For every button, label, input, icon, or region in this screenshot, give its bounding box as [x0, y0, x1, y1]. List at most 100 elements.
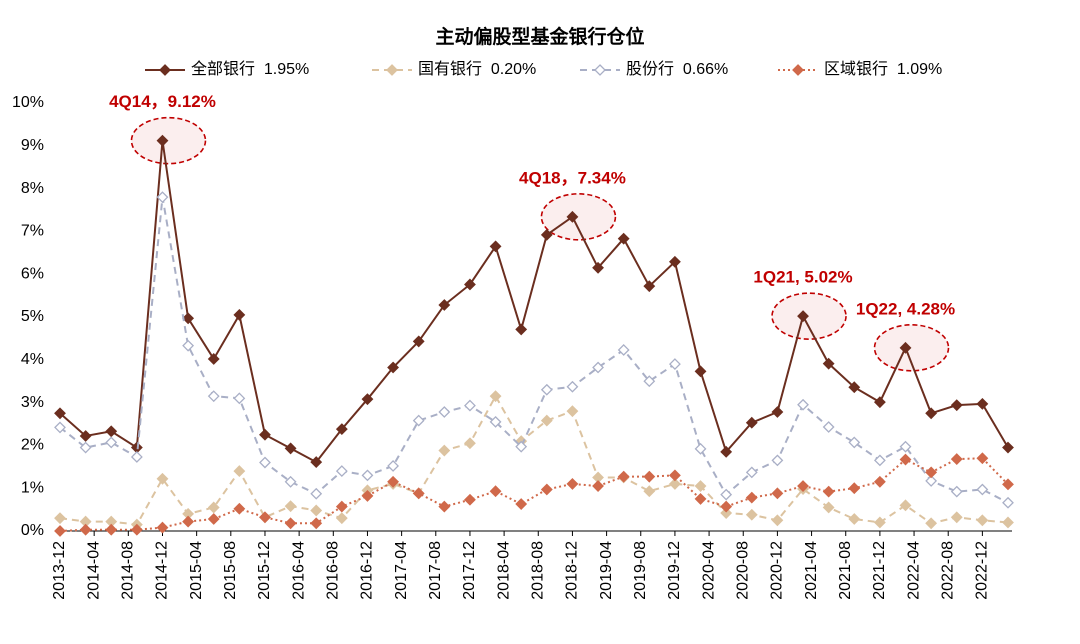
point-marker: [668, 469, 681, 482]
x-tick-label: 2015-08: [222, 541, 239, 600]
point-marker: [694, 480, 707, 492]
point-marker: [233, 502, 246, 515]
point-marker: [873, 454, 886, 467]
point-marker: [387, 361, 400, 374]
point-marker: [412, 335, 425, 348]
point-marker: [284, 500, 297, 513]
point-marker: [950, 453, 963, 466]
point-marker: [873, 516, 886, 529]
highlight-ellipse: [130, 116, 207, 165]
point-marker: [79, 430, 92, 442]
point-marker: [387, 475, 400, 488]
highlight-ellipse: [771, 292, 847, 340]
point-marker: [566, 210, 579, 223]
y-tick-label: 8%: [21, 180, 44, 197]
point-marker: [54, 407, 66, 420]
x-tick-label: 2018-08: [529, 541, 546, 600]
legend-label: 区域银行 1.09%: [824, 60, 942, 78]
point-marker: [592, 480, 604, 492]
point-marker: [822, 501, 835, 514]
point-marker: [592, 261, 604, 274]
highlight-ellipse: [873, 324, 950, 372]
point-marker: [438, 299, 451, 311]
legend-marker: [792, 64, 804, 76]
point-marker: [976, 452, 989, 465]
point-marker: [873, 396, 886, 409]
legend-marker: [386, 64, 398, 76]
point-marker: [976, 483, 989, 496]
point-marker: [412, 487, 425, 500]
point-marker: [617, 232, 630, 245]
x-tick-label: 2022-12: [974, 541, 991, 600]
series-line: [59, 457, 1009, 532]
legend-marker: [594, 64, 606, 76]
x-tick-label: 2016-04: [290, 541, 307, 600]
legend-label: 国有银行 0.20%: [418, 60, 536, 78]
series-line: [59, 140, 1009, 464]
y-tick-label: 4%: [21, 351, 44, 368]
point-marker: [797, 310, 809, 323]
point-marker: [1002, 496, 1014, 509]
x-tick-label: 2021-04: [803, 541, 820, 600]
point-marker: [1002, 516, 1014, 529]
x-tick-label: 2017-04: [393, 541, 410, 600]
point-marker: [438, 500, 451, 513]
annotation: 4Q14，9.12%: [109, 92, 216, 111]
x-tick-label: 2019-04: [598, 541, 615, 600]
point-marker: [335, 423, 348, 436]
x-tick-label: 2016-12: [359, 541, 376, 600]
point-marker: [643, 375, 656, 388]
x-tick-label: 2014-08: [120, 541, 137, 600]
point-marker: [515, 498, 528, 510]
x-tick-label: 2017-12: [461, 541, 478, 600]
point-marker: [310, 456, 323, 469]
point-marker: [156, 134, 169, 147]
point-marker: [284, 475, 297, 488]
x-tick-label: 2022-04: [905, 541, 922, 600]
point-marker: [899, 341, 912, 354]
x-tick-label: 2018-12: [564, 541, 581, 600]
point-marker: [310, 517, 323, 530]
point-marker: [310, 487, 323, 500]
point-marker: [899, 499, 912, 512]
point-marker: [540, 383, 553, 396]
point-marker: [720, 488, 733, 501]
point-marker: [79, 441, 92, 454]
y-tick-label: 10%: [12, 94, 44, 111]
point-marker: [771, 487, 784, 500]
point-marker: [668, 255, 681, 268]
point-marker: [720, 445, 733, 458]
point-marker: [720, 500, 733, 513]
point-marker: [925, 475, 938, 487]
point-marker: [207, 513, 220, 525]
point-marker: [745, 491, 758, 504]
point-marker: [822, 357, 835, 370]
point-marker: [54, 525, 66, 537]
point-marker: [310, 504, 323, 517]
y-tick-label: 9%: [21, 137, 44, 154]
point-marker: [899, 453, 912, 466]
point-marker: [515, 323, 528, 336]
point-marker: [950, 399, 963, 412]
y-tick-label: 0%: [21, 522, 44, 539]
point-marker: [771, 406, 784, 418]
legend-label: 全部银行 1.95%: [191, 60, 309, 78]
x-tick-label: 2014-12: [154, 541, 171, 600]
point-marker: [464, 437, 476, 450]
point-marker: [54, 421, 66, 434]
point-marker: [899, 440, 912, 453]
point-marker: [822, 485, 835, 498]
point-marker: [79, 523, 92, 536]
point-marker: [207, 390, 220, 403]
point-marker: [464, 278, 476, 291]
point-marker: [182, 312, 195, 325]
point-marker: [566, 380, 579, 393]
point-marker: [233, 465, 246, 477]
point-marker: [335, 512, 348, 525]
point-marker: [489, 485, 502, 498]
point-marker: [259, 456, 271, 469]
annotation: 1Q21, 5.02%: [753, 268, 852, 287]
annotation: 1Q22, 4.28%: [856, 299, 955, 318]
point-marker: [412, 414, 425, 427]
